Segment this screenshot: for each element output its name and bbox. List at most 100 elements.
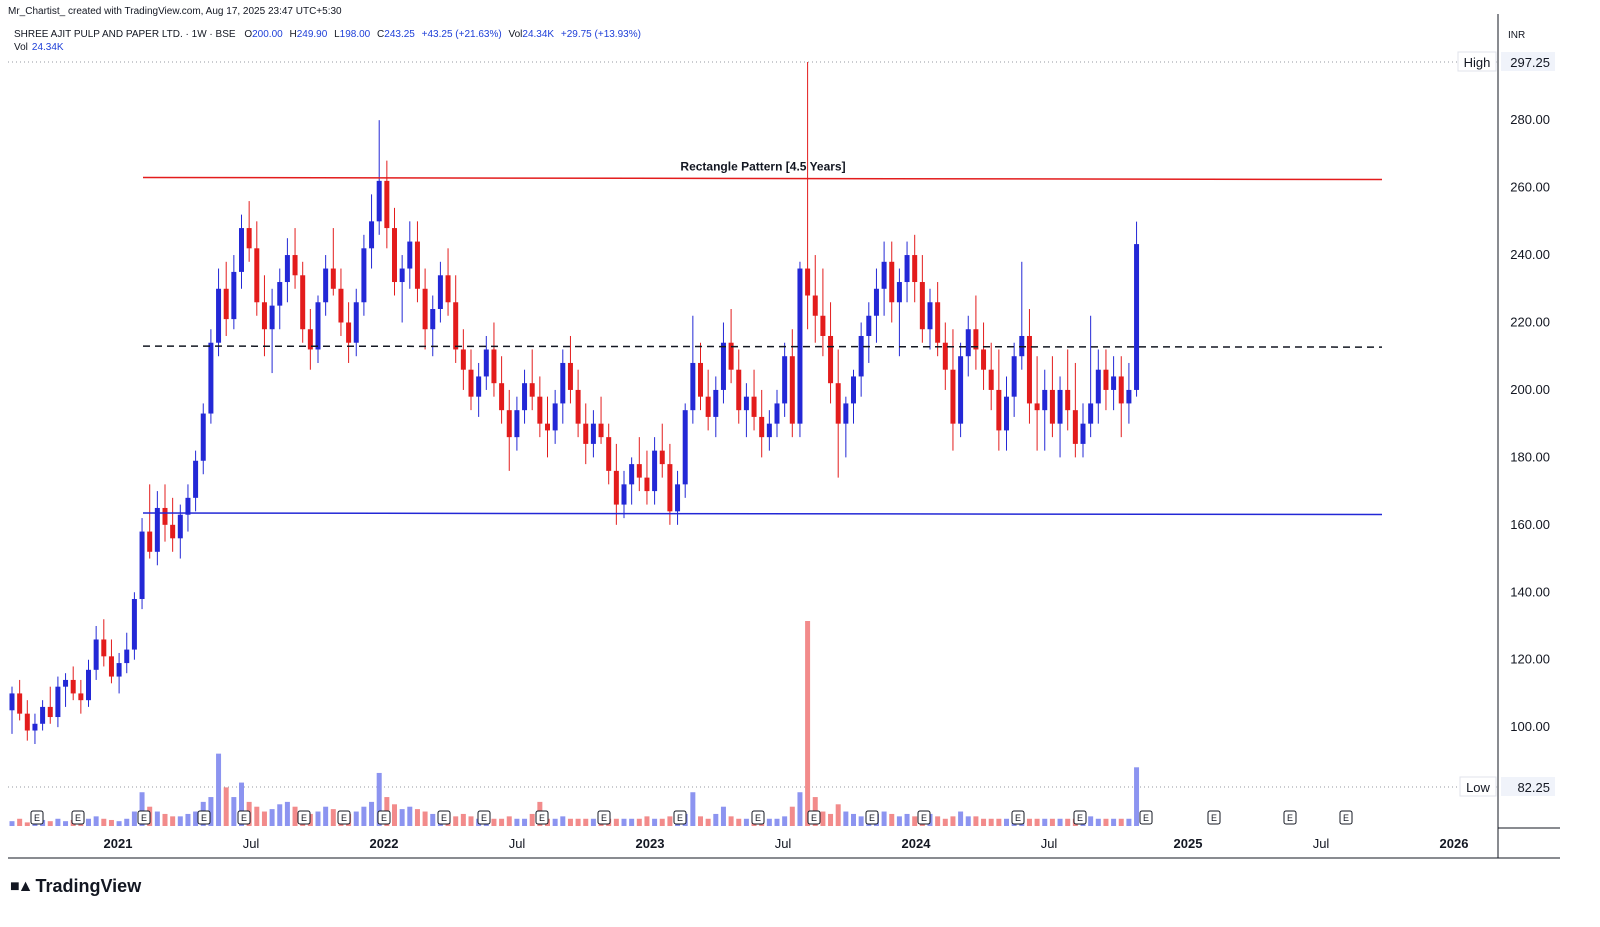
volume-bar bbox=[782, 816, 788, 826]
candle-body bbox=[147, 531, 153, 552]
candle-body bbox=[422, 288, 428, 330]
open-key: O bbox=[244, 29, 253, 40]
volume-bar bbox=[644, 816, 650, 826]
volume-bar bbox=[881, 811, 887, 826]
volume-bar bbox=[835, 804, 841, 826]
volume-bar bbox=[514, 818, 520, 826]
candle-body bbox=[629, 464, 635, 485]
volume-bar bbox=[613, 818, 619, 826]
tradingview-logo[interactable]: ■▲ TradingView bbox=[10, 876, 141, 897]
candle-body bbox=[116, 663, 122, 677]
candle-body bbox=[269, 305, 275, 330]
volume-bar bbox=[843, 811, 849, 826]
candle-body bbox=[162, 507, 168, 525]
midline-dashed bbox=[142, 345, 1383, 348]
volume-bar bbox=[506, 816, 512, 826]
volume-bar bbox=[139, 792, 145, 826]
candle-body bbox=[399, 268, 405, 283]
candle-body bbox=[682, 410, 688, 485]
candle-body bbox=[942, 342, 948, 370]
candle-body bbox=[1118, 376, 1124, 404]
volume-bar bbox=[950, 816, 956, 826]
volume-bar bbox=[904, 813, 910, 826]
candle-body bbox=[1134, 244, 1140, 390]
x-tick-label: 2026 bbox=[1440, 836, 1469, 851]
candle-body bbox=[720, 342, 726, 390]
candle-body bbox=[828, 335, 834, 384]
candle-body bbox=[1095, 369, 1101, 404]
volume-bar bbox=[116, 821, 122, 826]
volume-bar bbox=[185, 813, 191, 826]
candle-body bbox=[545, 423, 550, 431]
candle-body bbox=[9, 693, 15, 711]
y-tick-label: 100.00 bbox=[1510, 719, 1550, 734]
candle-body bbox=[139, 531, 145, 600]
earnings-marker-label: E bbox=[755, 813, 761, 823]
close-value: 243.25 bbox=[384, 29, 415, 40]
volume-bar bbox=[912, 816, 918, 826]
candle-body bbox=[1088, 403, 1094, 424]
candle-body bbox=[55, 686, 61, 718]
candle-body bbox=[216, 288, 222, 343]
earnings-marker-label: E bbox=[1015, 813, 1021, 823]
volume-bar bbox=[9, 821, 15, 826]
earnings-marker bbox=[807, 810, 821, 825]
earnings-marker-label: E bbox=[1143, 813, 1149, 823]
volume-bar bbox=[774, 818, 780, 826]
candle-body bbox=[812, 295, 818, 316]
earnings-marker-label: E bbox=[677, 813, 683, 823]
candle-body bbox=[376, 180, 382, 222]
volume-bar bbox=[284, 801, 290, 826]
volume-bar bbox=[154, 811, 160, 826]
volume-bar bbox=[652, 818, 658, 826]
candle-body bbox=[743, 396, 749, 411]
candle-body bbox=[613, 470, 619, 505]
candle-body bbox=[873, 288, 879, 316]
volume-bar bbox=[805, 621, 811, 826]
volume-bar bbox=[1034, 818, 1040, 826]
candle-body bbox=[32, 723, 38, 731]
volume-bar bbox=[552, 818, 558, 826]
earnings-marker bbox=[1011, 810, 1025, 825]
volume-bar bbox=[713, 813, 719, 826]
earnings-marker bbox=[437, 810, 451, 825]
candle-body bbox=[514, 410, 520, 438]
candle-body bbox=[353, 302, 359, 343]
candle-body bbox=[124, 649, 130, 664]
high-value: 249.90 bbox=[296, 29, 328, 40]
y-tick-label: 260.00 bbox=[1510, 180, 1550, 195]
volume-bar bbox=[101, 818, 107, 826]
candle-body bbox=[491, 349, 497, 384]
support-line bbox=[142, 512, 1383, 516]
volume-bar bbox=[736, 818, 742, 826]
candle-body bbox=[537, 396, 543, 424]
earnings-marker-label: E bbox=[301, 813, 307, 823]
earnings-marker-label: E bbox=[141, 813, 147, 823]
volume-bar bbox=[896, 816, 902, 826]
earnings-marker-label: E bbox=[1343, 813, 1349, 823]
earnings-marker-label: E bbox=[341, 813, 347, 823]
candle-body bbox=[522, 383, 528, 411]
high-badge bbox=[1457, 51, 1497, 72]
candle-body bbox=[912, 255, 918, 283]
earnings-marker-label: E bbox=[869, 813, 875, 823]
volume-bar bbox=[981, 818, 987, 826]
candle-body bbox=[1111, 376, 1117, 390]
candle-body bbox=[698, 362, 703, 397]
volume-bar bbox=[583, 818, 589, 826]
earnings-marker bbox=[865, 810, 879, 825]
low-badge bbox=[1459, 776, 1497, 797]
volume-bar bbox=[996, 818, 1002, 826]
candle-body bbox=[338, 288, 344, 323]
volume-bar bbox=[621, 818, 627, 826]
earnings-marker bbox=[137, 810, 151, 825]
volume-bar bbox=[828, 813, 834, 826]
earnings-marker-label: E bbox=[1077, 813, 1083, 823]
volume-bar bbox=[659, 818, 665, 826]
candle-body bbox=[208, 342, 214, 414]
earnings-marker-label: E bbox=[441, 813, 447, 823]
candle-body bbox=[1004, 396, 1009, 431]
candle-body bbox=[896, 282, 902, 303]
candle-body bbox=[919, 282, 925, 330]
